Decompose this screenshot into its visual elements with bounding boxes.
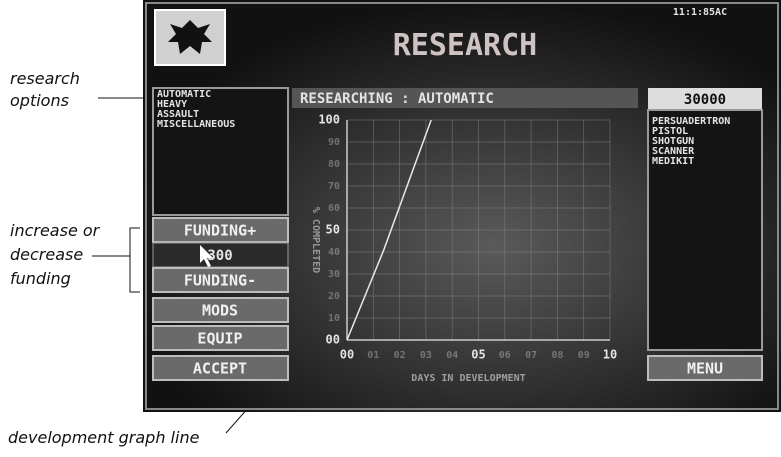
credits: 30000 xyxy=(684,92,726,108)
x-axis-label: DAYS IN DEVELOPMENT xyxy=(411,373,525,384)
x-tick-label: 08 xyxy=(551,350,563,361)
y-tick-label: 60 xyxy=(328,203,340,214)
button-label[interactable]: ACCEPT xyxy=(193,360,247,378)
annotation: funding xyxy=(10,269,71,288)
status: RESEARCHING : AUTOMATIC xyxy=(300,91,494,107)
x-tick-label: 10 xyxy=(603,348,617,362)
x-tick-label: 04 xyxy=(446,350,458,361)
funding-down-button[interactable]: FUNDING- xyxy=(153,268,288,292)
y-tick-label: 40 xyxy=(328,247,340,258)
mods-button[interactable]: MODS xyxy=(153,298,288,322)
menu-button[interactable]: MENU xyxy=(648,356,762,380)
funding: 300 xyxy=(207,248,232,264)
annotation: options xyxy=(10,91,69,110)
x-tick-label: 03 xyxy=(420,350,432,361)
y-tick-label: 90 xyxy=(328,137,340,148)
button-label[interactable]: FUNDING+ xyxy=(184,222,256,240)
y-tick-label: 10 xyxy=(328,313,340,324)
item: MEDIKIT xyxy=(652,156,694,167)
button-label[interactable]: FUNDING- xyxy=(184,272,256,290)
annotation: development graph line xyxy=(8,428,200,447)
button-label[interactable]: MODS xyxy=(202,302,238,320)
x-tick-label: 05 xyxy=(471,348,485,362)
clock: 11:1:85AC xyxy=(673,7,727,18)
y-tick-label: 70 xyxy=(328,181,340,192)
button-label[interactable]: EQUIP xyxy=(197,330,242,348)
x-tick-label: 07 xyxy=(525,350,537,361)
game-screen: RESEARCH 11:1:85AC AUTOMATICHEAVYASSAULT… xyxy=(143,0,781,412)
y-tick-label: 80 xyxy=(328,159,340,170)
y-tick-label: 50 xyxy=(326,223,340,237)
x-tick-label: 00 xyxy=(340,348,354,362)
annotation: research xyxy=(10,69,80,88)
annotation: increase or xyxy=(10,221,101,240)
screenshot: research options increase or decrease fu… xyxy=(0,0,781,457)
screen-title: RESEARCH xyxy=(393,28,538,63)
y-tick-label: 20 xyxy=(328,291,340,302)
x-tick-label: 06 xyxy=(499,350,511,361)
funding-up-button[interactable]: FUNDING+ xyxy=(153,218,288,242)
equip-button[interactable]: EQUIP xyxy=(153,326,288,350)
x-tick-label: 02 xyxy=(394,350,406,361)
research-option: MISCELLANEOUS xyxy=(157,119,235,130)
y-tick-label: 00 xyxy=(326,333,340,347)
annotation: decrease xyxy=(10,245,83,264)
body: research options increase or decrease fu… xyxy=(0,0,781,457)
page: Research screen {"annotations": { "resea… xyxy=(0,0,781,457)
y-axis-label: % COMPLETED xyxy=(310,207,321,273)
y-tick-label: 30 xyxy=(328,269,340,280)
button-label[interactable]: MENU xyxy=(687,360,723,378)
x-tick-label: 01 xyxy=(367,350,379,361)
accept-button[interactable]: ACCEPT xyxy=(153,356,288,380)
x-tick-label: 09 xyxy=(578,350,590,361)
y-tick-label: 100 xyxy=(318,113,340,127)
